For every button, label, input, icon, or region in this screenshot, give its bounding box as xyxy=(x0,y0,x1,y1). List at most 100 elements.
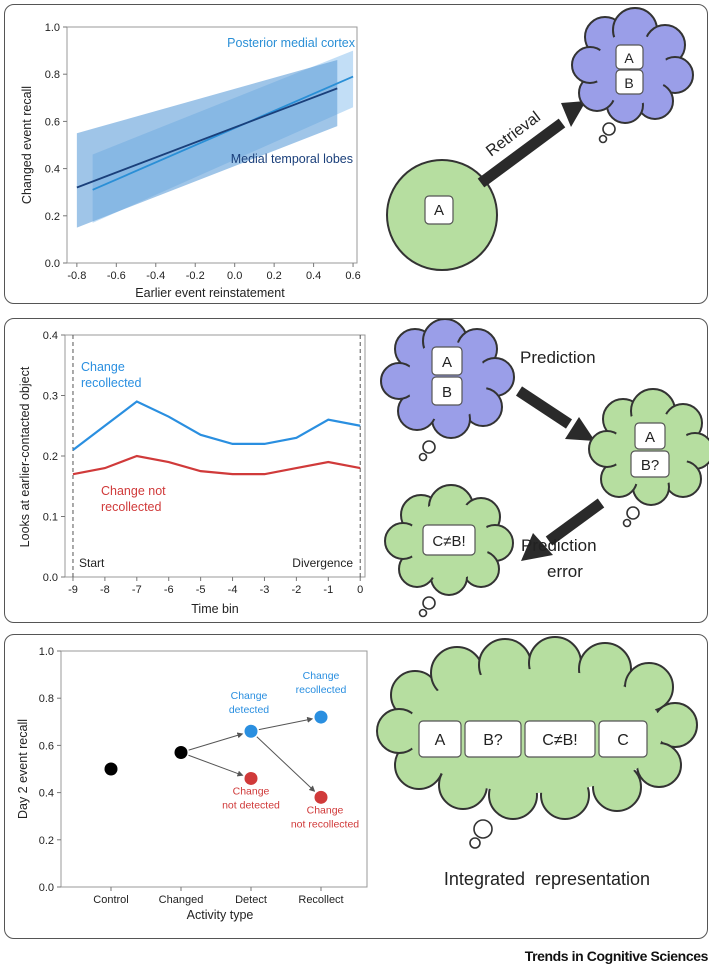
y-tick-label: 0.3 xyxy=(43,391,58,403)
x-tick-label: -0.8 xyxy=(67,270,86,282)
data-point-3 xyxy=(244,771,258,785)
integrated-diagram: A B? C≠B! C Integrated representation xyxy=(376,636,698,889)
series-label-not-recollected-line2: recollected xyxy=(101,500,161,514)
prediction-diagram: A B Prediction xyxy=(380,319,709,618)
retrieval-diagram: A Retrieval A xyxy=(386,7,694,271)
point-label: not detected xyxy=(222,799,280,811)
panel-integration-svg: Change detected Change not detected Change re… xyxy=(16,636,698,922)
transition-arrow xyxy=(258,716,314,731)
point-label: not recollected xyxy=(291,818,359,830)
point-label: detected xyxy=(229,704,269,716)
y-tick-label: 0.6 xyxy=(45,116,60,128)
panel-integration: Change detected Change not detected Change re… xyxy=(4,634,708,939)
transition-arrow xyxy=(188,754,244,777)
data-point-2 xyxy=(244,724,258,738)
panel-prediction: -9 -8 -7 -6 -5 -4 -3 -2 -1 0 0.0 0.1 0.2 0.3 0.4 Chan… xyxy=(4,318,709,623)
start-annotation: Start xyxy=(79,556,105,570)
y-tick-label: 1.0 xyxy=(45,22,60,34)
box-a-purple xyxy=(431,346,463,376)
x-tick-label: Control xyxy=(93,894,128,906)
prediction-label: Prediction xyxy=(520,348,596,367)
box-c-integrated xyxy=(598,720,648,758)
x-tick-label: 0.4 xyxy=(306,270,321,282)
thought-bubble-tail-integrated xyxy=(469,819,493,849)
box-b-q-green-label: B? xyxy=(641,457,659,474)
y-tick-label: 0.2 xyxy=(43,451,58,463)
chart1-plot-frame xyxy=(66,26,358,264)
y-tick-label: 0.2 xyxy=(39,835,54,847)
y-tick-label: 1.0 xyxy=(39,646,54,658)
chart-time-bins: -9 -8 -7 -6 -5 -4 -3 -2 -1 0 0.0 0.1 0.2 0.3 0.4 Chan… xyxy=(18,330,366,616)
x-tick-label: 0.6 xyxy=(345,270,360,282)
y-tick-label: 0.8 xyxy=(39,693,54,705)
x-tick-label: 0.2 xyxy=(266,270,281,282)
box-b-purple-label: B xyxy=(442,384,452,401)
integrated-label: Integrated representation xyxy=(444,869,650,889)
y-tick-label: 0.0 xyxy=(43,572,58,584)
box-a-integrated xyxy=(418,720,462,758)
box-a-green xyxy=(634,422,666,450)
y-tick-label: 0.0 xyxy=(39,882,54,894)
series-label-pmc: Posterior medial cortex xyxy=(227,36,356,50)
prediction-error-label-line1: Prediction xyxy=(521,536,597,555)
box-c-integrated-label: C xyxy=(617,732,629,749)
y-tick-label: 0.4 xyxy=(45,164,60,176)
prediction-arrow xyxy=(515,386,595,441)
y-tick-label: 0.2 xyxy=(45,211,60,223)
transition-arrow xyxy=(188,732,244,751)
point-label: Change xyxy=(231,690,268,702)
box-b-q-integrated-label: B? xyxy=(483,732,503,749)
x-tick-label: Changed xyxy=(159,894,204,906)
thought-bubble-tail-green-right xyxy=(622,506,640,528)
box-a-purple-label: A xyxy=(442,354,452,371)
chart1-xlabel: Earlier event reinstatement xyxy=(135,286,285,300)
confidence-band-1 xyxy=(76,60,338,228)
box-c-ne-b-integrated-label: C≠B! xyxy=(542,732,577,749)
chart-activity-type: Change detected Change not detected Change re… xyxy=(16,646,368,922)
series-label-recollected-line2: recollected xyxy=(81,376,141,390)
box-a-integrated-label: A xyxy=(435,732,446,749)
box-b-top-label: B xyxy=(624,75,633,91)
regression-line-0 xyxy=(92,75,354,191)
chart3-ylabel: Day 2 event recall xyxy=(16,719,30,819)
prediction-error-label-line2: error xyxy=(547,562,583,581)
footer-journal-name: Trends in Cognitive Sciences xyxy=(524,948,709,964)
y-tick-label: 0.0 xyxy=(45,258,60,270)
data-point-4 xyxy=(314,710,328,724)
y-tick-label: 0.6 xyxy=(39,740,54,752)
series-label-recollected-line1: Change xyxy=(81,360,125,374)
x-tick-label: -0.4 xyxy=(146,270,165,282)
thought-bubble-tail-top xyxy=(598,122,616,144)
thought-bubble-tail-purple xyxy=(418,440,436,462)
box-a-label: A xyxy=(434,202,444,219)
panel-reinstatement: -0.8 -0.6 -0.4 -0.2 0.0 0.2 0.4 0.6 0.0 0.2 0.4 0.… xyxy=(4,4,708,304)
chart2-xlabel: Time bin xyxy=(191,602,239,616)
series-label-not-recollected-line1: Change not xyxy=(101,484,166,498)
box-a xyxy=(424,195,454,225)
box-a-green-label: A xyxy=(645,429,655,446)
x-tick-label: -1 xyxy=(323,584,333,596)
point-label: Change xyxy=(307,804,344,816)
y-tick-label: 0.8 xyxy=(45,69,60,81)
data-point-1 xyxy=(174,745,188,759)
data-point-0 xyxy=(104,762,118,776)
divergence-annotation: Divergence xyxy=(292,556,353,570)
box-a-top-label: A xyxy=(624,50,634,66)
x-tick-label: -9 xyxy=(68,584,78,596)
chart2-ylabel: Looks at earlier-contacted object xyxy=(18,366,32,547)
box-c-ne-b-left xyxy=(422,524,476,556)
chart-reinstatement: -0.8 -0.6 -0.4 -0.2 0.0 0.2 0.4 0.6 0.0 0.2 0.4 0.… xyxy=(20,22,361,300)
y-tick-label: 0.4 xyxy=(39,788,54,800)
x-tick-label: -2 xyxy=(291,584,301,596)
x-tick-label: -3 xyxy=(260,584,270,596)
x-tick-label: -8 xyxy=(100,584,110,596)
retrieval-arrow xyxy=(477,101,586,188)
x-tick-label: -5 xyxy=(196,584,206,596)
x-tick-label: -0.6 xyxy=(107,270,126,282)
x-tick-label: -0.2 xyxy=(186,270,205,282)
x-tick-label: Detect xyxy=(235,894,267,906)
box-c-ne-b-left-label: C≠B! xyxy=(432,533,465,550)
point-label: Change xyxy=(303,670,340,682)
y-tick-label: 0.1 xyxy=(43,512,58,524)
prediction-error-arrow xyxy=(521,498,605,561)
